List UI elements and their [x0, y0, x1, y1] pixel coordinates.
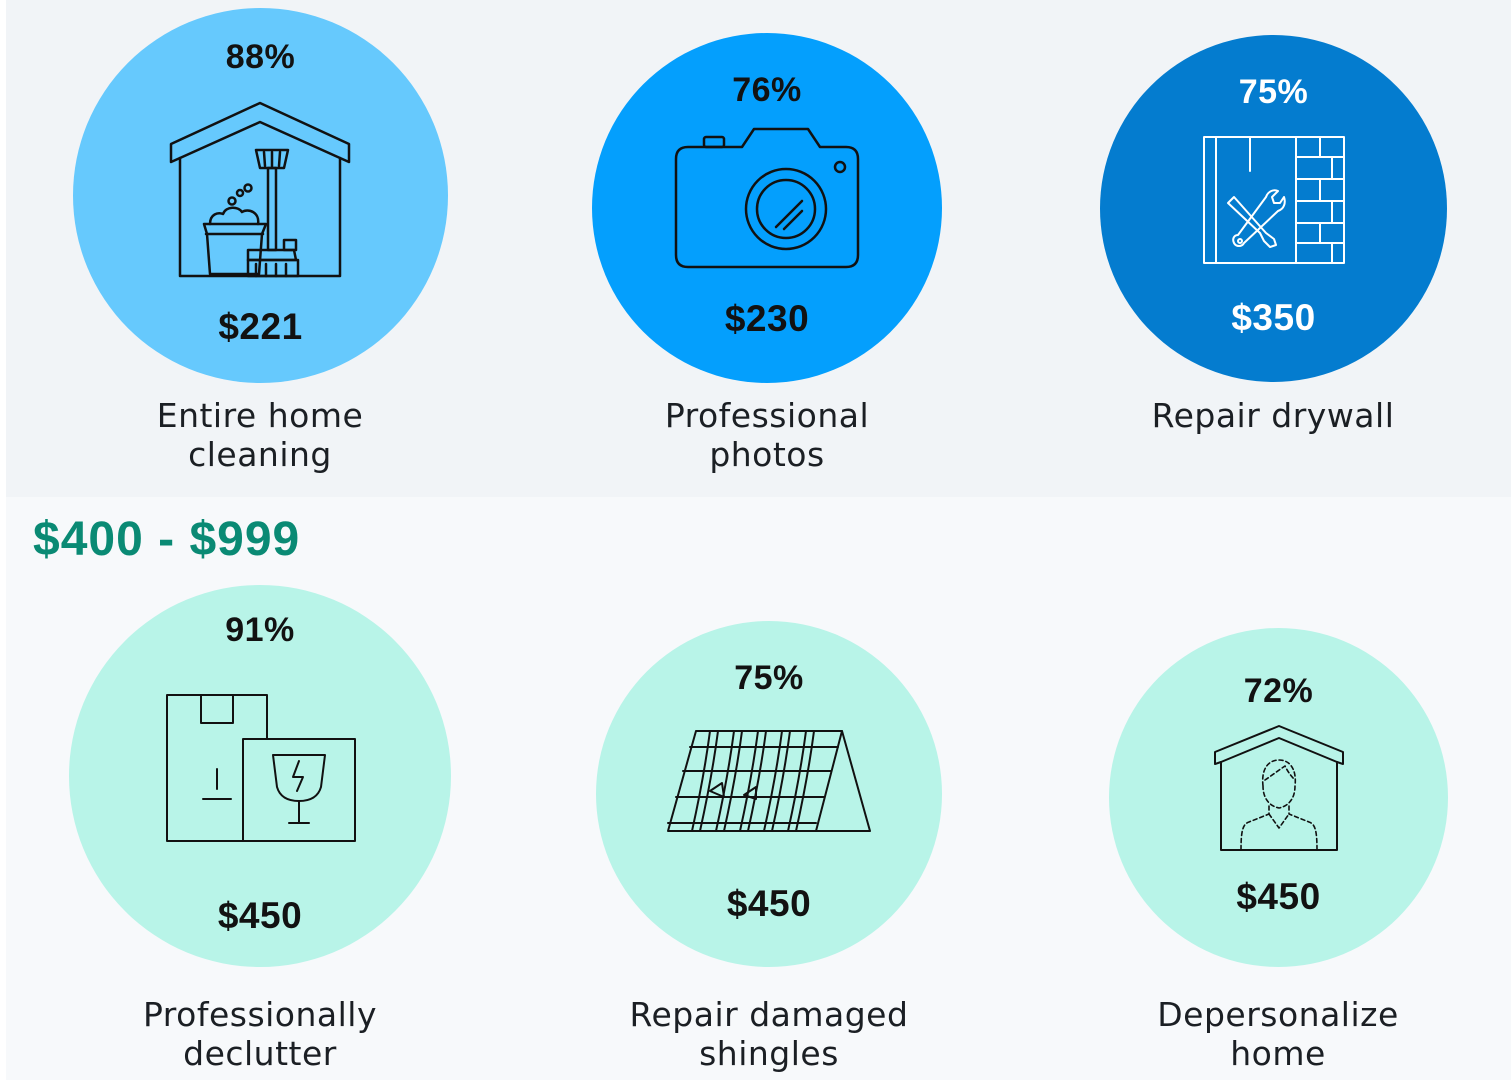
label-line: Entire home — [156, 396, 364, 435]
service-circle-repair-drywall: 75% $350 — [1100, 35, 1447, 382]
house-cleaning-icon — [169, 101, 351, 278]
label-line: home — [1230, 1034, 1326, 1073]
label-line: Repair drywall — [1151, 396, 1395, 435]
price-value: $450 — [726, 883, 812, 924]
label-line: shingles — [699, 1034, 839, 1073]
label-line: declutter — [183, 1034, 337, 1073]
service-label-declutter: Professionally declutter — [60, 995, 460, 1073]
label-line: cleaning — [188, 435, 332, 474]
price-value: $450 — [217, 895, 303, 936]
label-line: Depersonalize — [1157, 995, 1399, 1034]
boxes-icon — [166, 694, 356, 842]
person-house-icon — [1214, 725, 1344, 851]
service-circle-shingles: 75% $450 — [596, 621, 942, 967]
service-label-repair-drywall: Repair drywall — [1073, 396, 1473, 435]
service-label-home-cleaning: Entire home cleaning — [60, 396, 460, 474]
service-circle-professional-photos: 76% $230 — [592, 33, 942, 383]
price-value: $221 — [218, 306, 303, 347]
percent-value: 75% — [734, 659, 804, 697]
percent-value: 88% — [225, 38, 296, 76]
label-line: Repair damaged — [629, 995, 909, 1034]
percent-value: 91% — [225, 611, 295, 649]
service-label-depersonalize: Depersonalize home — [1078, 995, 1478, 1073]
service-circle-home-cleaning: 88% $221 — [73, 8, 448, 383]
percent-value: 76% — [732, 71, 802, 109]
price-value: $350 — [1231, 297, 1316, 338]
label-line: Professionally — [142, 995, 378, 1034]
service-label-professional-photos: Professional photos — [567, 396, 967, 474]
price-value: $450 — [1236, 876, 1321, 917]
price-value: $230 — [724, 298, 810, 339]
price-range-heading: $400 - $999 — [33, 513, 301, 566]
label-line: Professional — [664, 396, 870, 435]
camera-icon — [674, 127, 860, 269]
percent-value: 72% — [1243, 672, 1314, 710]
percent-value: 75% — [1238, 73, 1309, 111]
drywall-repair-icon — [1203, 136, 1345, 264]
service-circle-depersonalize: 72% $450 — [1109, 628, 1448, 967]
service-label-shingles: Repair damaged shingles — [569, 995, 969, 1073]
service-circle-declutter: 91% $450 — [69, 585, 451, 967]
label-line: photos — [709, 435, 825, 474]
roof-shingles-icon — [667, 730, 871, 832]
